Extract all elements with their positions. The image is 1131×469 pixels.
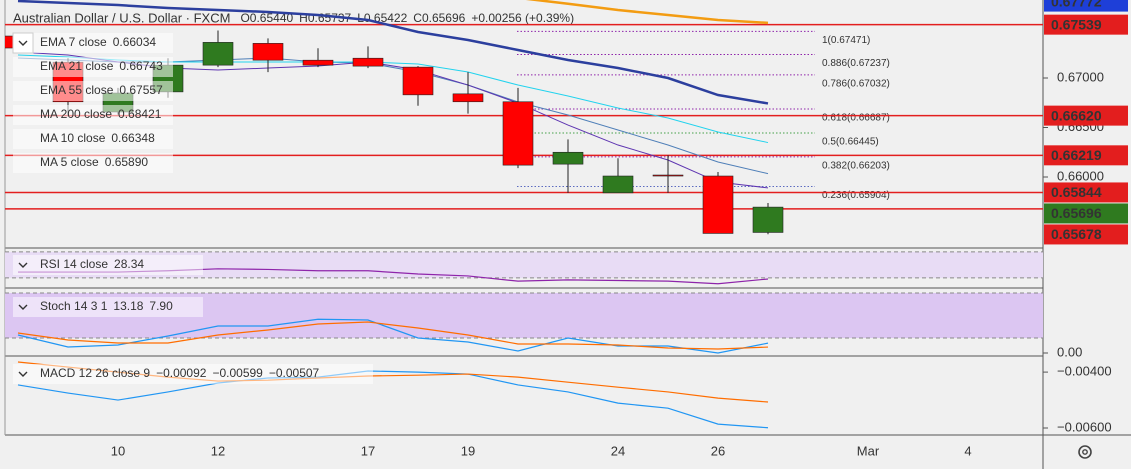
legend-name: Stoch 14 3 1 (40, 299, 108, 313)
x-tick-label: Mar (857, 443, 880, 458)
y-tick-label: −0.00600 (1057, 419, 1112, 434)
y-tick-label: 0.67000 (1057, 69, 1104, 84)
price-label: 0.65844 (1051, 184, 1102, 200)
chart-title: Australian Dollar / U.S. Dollar · FXCM (13, 10, 230, 25)
candle-body (452, 93, 484, 103)
gear-hole (1082, 449, 1088, 455)
price-label-box (1044, 105, 1128, 126)
legend-value: 0.66348 (111, 131, 155, 145)
candle-body (752, 206, 784, 233)
legend-name: MACD 12 26 close 9 (40, 366, 150, 380)
legend-name: EMA 21 close (40, 59, 114, 73)
fib-label: 0.236(0.65904) (822, 190, 890, 201)
legend-background (13, 255, 203, 275)
legend-name: EMA 55 close (40, 83, 114, 97)
candle-body (502, 101, 534, 166)
legend-background (13, 81, 173, 101)
legend-value: 0.66743 (119, 59, 163, 73)
legend-name: MA 200 close (40, 107, 112, 121)
legend-name: RSI 14 close (40, 257, 108, 271)
legend-name: MA 10 close (40, 131, 106, 145)
price-label: 0.65678 (1051, 226, 1102, 242)
price-label: 0.67539 (1051, 16, 1102, 32)
price-label: 0.67772 (1051, 0, 1102, 9)
candle-body (552, 151, 584, 165)
legend-background (13, 297, 203, 317)
legend-background (13, 105, 173, 125)
ohlc-info: C0.65696 (413, 11, 465, 25)
fib-label: 1(0.67471) (822, 35, 870, 46)
legend-value: 7.90 (149, 299, 173, 313)
candle-body (352, 57, 384, 67)
indicator-line (17, 0, 769, 105)
price-label-box (1044, 224, 1128, 245)
price-label: 0.66620 (1051, 107, 1102, 123)
legend-value: 0.65890 (105, 155, 149, 169)
x-tick-label: 17 (361, 443, 375, 458)
fib-label: 0.618(0.66687) (822, 113, 890, 124)
ohlc-info: +0.00256 (+0.39%) (471, 11, 574, 25)
price-label-box (1044, 14, 1128, 35)
legend-name: MA 5 close (40, 155, 99, 169)
legend-background (13, 129, 173, 149)
ohlc-info: O0.65440 (240, 11, 293, 25)
legend-background (13, 57, 173, 77)
x-tick-label: 26 (711, 443, 725, 458)
legend-value: 0.67557 (119, 83, 163, 97)
settings-button[interactable] (1078, 445, 1092, 459)
legend-value: 28.34 (114, 257, 144, 271)
chevron-icon (18, 262, 28, 268)
price-label: 0.65696 (1051, 205, 1102, 221)
gear-icon (1078, 445, 1092, 459)
price-label-box (1044, 182, 1128, 203)
legend-background (13, 364, 373, 384)
chevron-icon (18, 40, 28, 46)
legend-value: 0.68421 (118, 107, 162, 121)
candle-body (402, 66, 434, 96)
fib-label: 0.786(0.67032) (822, 78, 890, 89)
price-label: 0.66219 (1051, 147, 1102, 163)
candle-body (602, 175, 634, 194)
indicator-line (525, 0, 769, 25)
candle-body (252, 43, 284, 61)
price-label-box (1044, 203, 1128, 224)
candle-body (302, 59, 334, 66)
legend-value: −0.00599 (212, 366, 263, 380)
legend-name: EMA 7 close (40, 35, 107, 49)
candle-body (202, 42, 234, 66)
y-tick-label: −0.00400 (1057, 364, 1112, 379)
x-tick-label: 12 (211, 443, 225, 458)
candle-body (652, 174, 684, 177)
fib-label: 0.382(0.66203) (822, 161, 890, 172)
legend-value: 13.18 (113, 299, 143, 313)
fib-label: 0.5(0.66445) (822, 137, 879, 148)
legend-background (13, 153, 173, 173)
chevron-icon (18, 371, 28, 377)
legend-background (13, 33, 173, 53)
y-tick-label: 0.00 (1057, 344, 1082, 359)
x-tick-label: 24 (611, 443, 625, 458)
legend-value: −0.00507 (269, 366, 320, 380)
x-tick-label: 4 (964, 443, 971, 458)
candle-body (702, 175, 734, 234)
price-label-box (1044, 145, 1128, 166)
collapse-button[interactable] (12, 32, 34, 54)
chevron-icon (18, 304, 28, 310)
fib-label: 0.886(0.67237) (822, 58, 890, 69)
y-tick-label: 0.66000 (1057, 168, 1104, 183)
indicator-line (17, 321, 769, 350)
x-tick-label: 19 (461, 443, 475, 458)
legend-value: 0.66034 (113, 35, 157, 49)
legend-value: −0.00092 (156, 366, 207, 380)
indicator-line (17, 370, 769, 429)
price-label-box (1044, 0, 1128, 12)
x-tick-label: 10 (111, 443, 125, 458)
